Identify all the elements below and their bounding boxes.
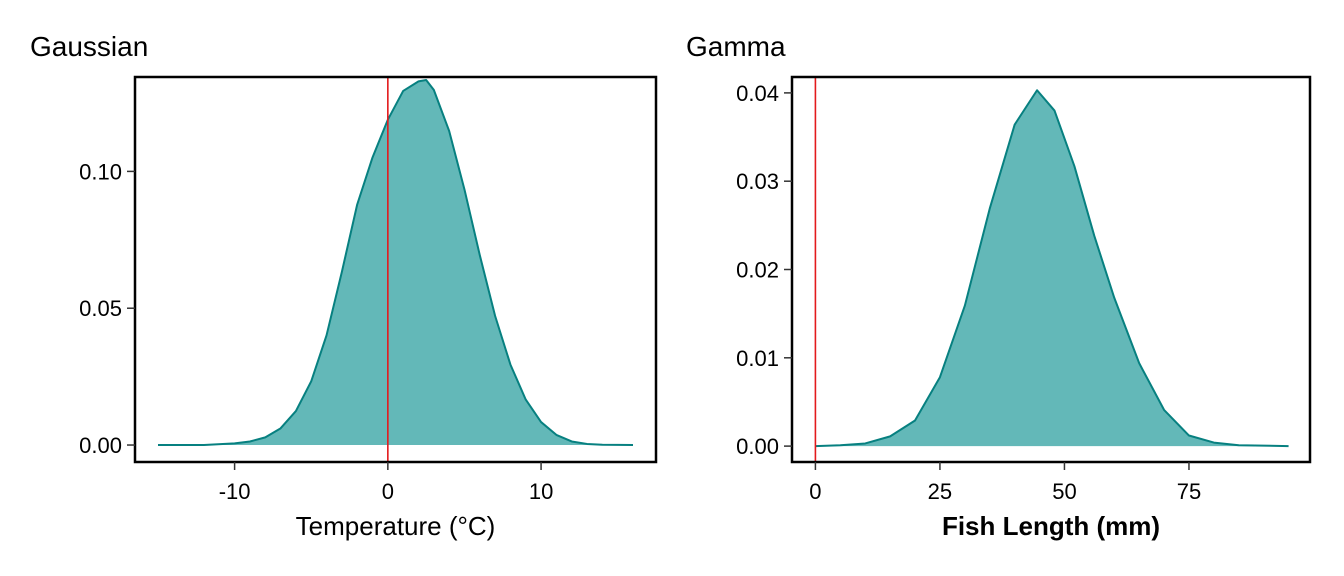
gaussian-y-tick-label: 0.00 [79,433,122,458]
gamma-plot-area [814,77,1289,462]
gamma-y-tick-label: 0.00 [736,434,779,459]
gaussian-axes: 0.00 0.05 0.10 -10 0 10 [79,159,553,504]
gamma-x-tick-label: 75 [1177,479,1201,504]
gaussian-density-area [157,80,634,446]
gamma-axes: 0.00 0.01 0.02 0.03 0.04 0 25 50 75 [736,81,1201,504]
gaussian-x-tick-label: -10 [219,479,251,504]
gamma-x-axis-label: Fish Length (mm) [942,511,1160,541]
gaussian-x-tick-label: 0 [382,479,394,504]
gamma-density-area [815,90,1289,447]
gamma-title: Gamma [686,31,786,62]
gamma-x-tick-label: 25 [928,479,952,504]
gamma-y-tick-label: 0.04 [736,81,779,106]
gamma-y-tick-label: 0.01 [736,346,779,371]
gamma-y-tick-label: 0.02 [736,258,779,283]
gamma-x-tick-label: 0 [809,479,821,504]
gaussian-panel-border [133,75,658,464]
gamma-x-tick-label: 50 [1052,479,1076,504]
gaussian-x-tick-label: 10 [529,479,553,504]
gaussian-plot-area [157,77,634,462]
gamma-panel: Gamma 0.00 0.01 0.02 0.03 0.04 0 25 50 75 Fish L… [686,31,1312,541]
gamma-y-tick-label: 0.03 [736,169,779,194]
gaussian-density-line [157,79,634,447]
gaussian-panel: Gaussian 0.00 0.05 0.10 -10 0 10 Temperature … [30,31,658,541]
gamma-density-line [815,89,1289,448]
gaussian-y-tick-label: 0.05 [79,296,122,321]
gaussian-x-axis-label: Temperature (°C) [296,511,496,541]
gaussian-y-tick-label: 0.10 [79,159,122,184]
gaussian-title: Gaussian [30,31,148,62]
